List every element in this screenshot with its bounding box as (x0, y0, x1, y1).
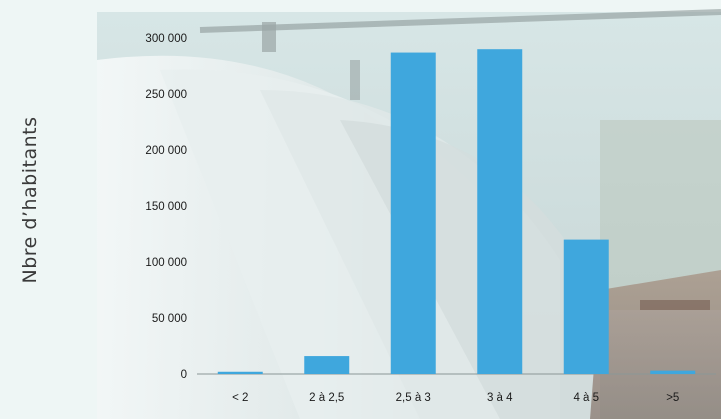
bar (304, 356, 350, 374)
x-tick-label: 4 à 5 (573, 392, 599, 404)
bar (217, 371, 263, 374)
x-tick-label: 2 à 2,5 (309, 392, 344, 404)
x-tick-label: < 2 (232, 392, 248, 404)
x-tick-labels: < 2 2 à 2,5 2,5 à 3 3 à 4 4 à 5 >5 (232, 392, 679, 404)
y-tick-label: 200 000 (145, 145, 187, 157)
x-tick-label: 2,5 à 3 (396, 392, 431, 404)
bars (217, 49, 696, 375)
bar (563, 239, 609, 374)
x-tick-label: 3 à 4 (487, 392, 513, 404)
y-tick-label: 100 000 (145, 257, 187, 269)
y-tick-label: 300 000 (145, 33, 187, 45)
bar (477, 49, 523, 374)
y-tick-labels: 0 50 000 100 000 150 000 200 000 250 000 300 0… (145, 33, 187, 381)
y-tick-label: 150 000 (145, 201, 187, 213)
y-tick-label: 50 000 (152, 313, 187, 325)
x-tick-label: >5 (666, 392, 679, 404)
bar (650, 370, 696, 374)
y-tick-label: 0 (181, 369, 187, 381)
y-tick-label: 250 000 (145, 89, 187, 101)
bar (390, 52, 436, 375)
